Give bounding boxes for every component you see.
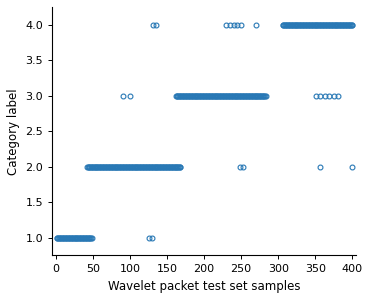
Y-axis label: Category label: Category label	[7, 88, 20, 175]
X-axis label: Wavelet packet test set samples: Wavelet packet test set samples	[108, 280, 300, 293]
